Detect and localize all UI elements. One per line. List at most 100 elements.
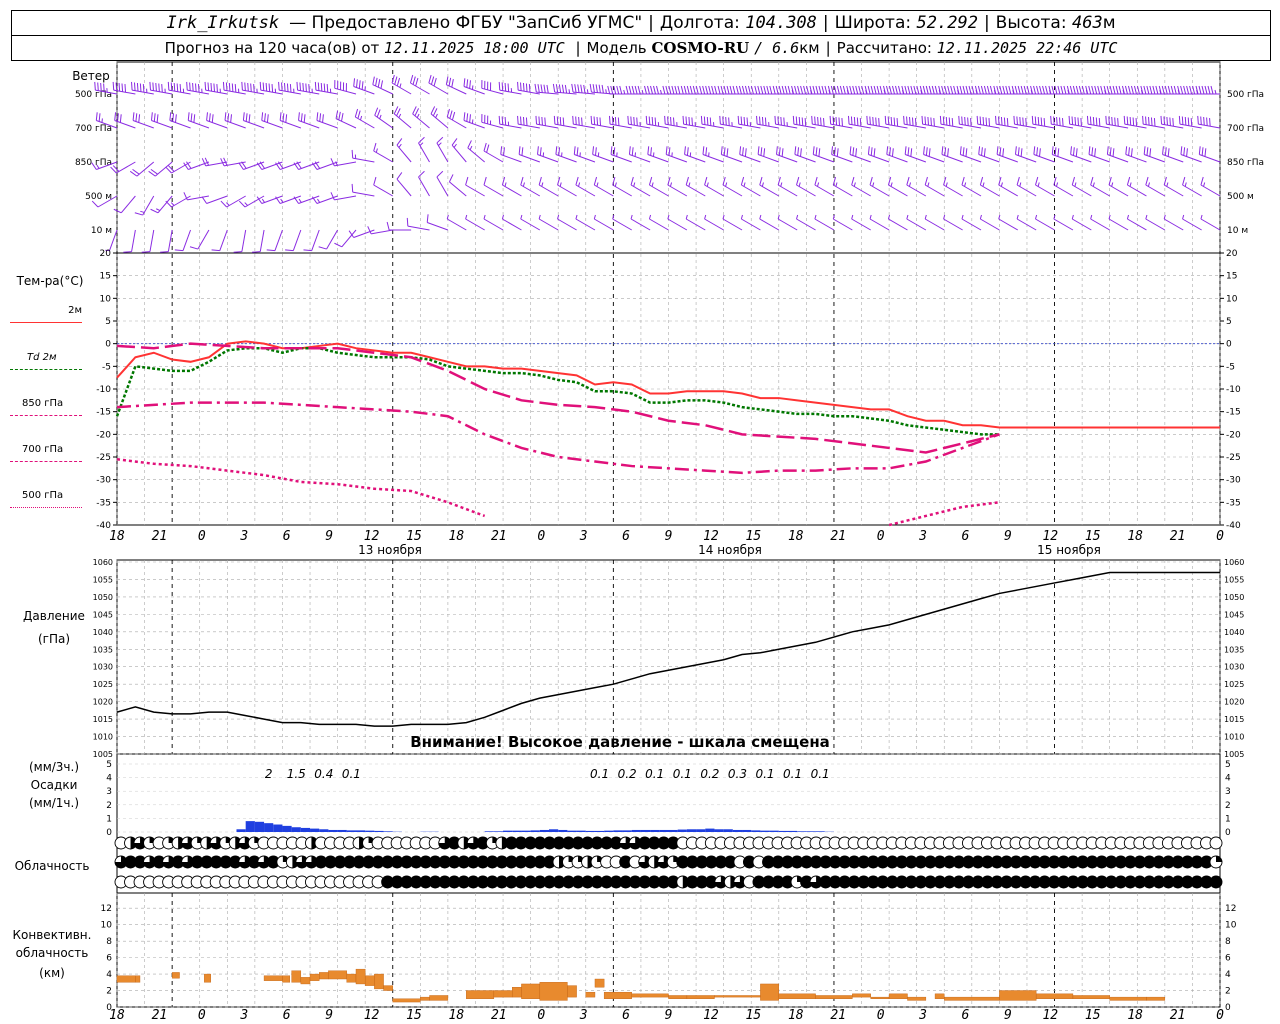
barb-half (704, 214, 707, 220)
barb-staff (334, 87, 357, 95)
cloud-fill (1143, 876, 1156, 888)
cloud-symbol (981, 855, 994, 869)
barb-half (979, 214, 982, 220)
hour-label-bottom: 12 (364, 1008, 380, 1023)
wind-barb (667, 176, 688, 197)
barb-flag (823, 118, 825, 127)
wind-barb (165, 195, 191, 208)
barb-flag (197, 84, 200, 93)
barb-flag (869, 116, 871, 125)
barb-flag (628, 146, 631, 155)
barb-flag (467, 140, 472, 149)
cloud-symbol (1019, 875, 1033, 889)
barb-flag (800, 85, 804, 95)
barb-staff (628, 123, 651, 129)
cloud-symbol (1114, 855, 1128, 869)
barb-flag (1200, 176, 1204, 186)
conv-ytick-right: 10 (1225, 921, 1237, 931)
wind-barb (740, 214, 761, 231)
barb-flag (637, 85, 641, 95)
cloud-fill (714, 856, 727, 868)
barb-staff (575, 184, 596, 197)
barb-flag (1132, 117, 1135, 126)
cloud-fill (581, 837, 594, 849)
wind-barb (418, 170, 430, 197)
wind-barb (275, 195, 302, 204)
wind-barb (979, 176, 1000, 197)
barb-staff (131, 229, 136, 252)
barb-flag (426, 214, 429, 223)
barb-flag (872, 116, 874, 126)
barb-staff (1107, 154, 1129, 163)
cloud-fill (962, 856, 975, 868)
barb-flag (335, 110, 339, 119)
barb-staff (206, 195, 228, 204)
barb-flag (1066, 85, 1070, 95)
barb-flag (997, 116, 1000, 125)
barb-flag (275, 196, 281, 204)
barb-staff (157, 195, 173, 214)
barb-flag (702, 85, 706, 95)
barb-staff (647, 154, 669, 163)
cloud-symbol (638, 875, 652, 889)
barb-half (1129, 182, 1132, 187)
wind-level-label-left: 500 м (85, 192, 112, 202)
barb-flag (1209, 118, 1211, 127)
wind-barb (241, 81, 265, 95)
barb-flag (501, 116, 504, 125)
barb-staff (316, 120, 338, 129)
cloud-fill (1152, 856, 1165, 868)
barb-staff (1053, 184, 1074, 197)
legend-500-line (10, 507, 82, 508)
barb-flag (296, 161, 302, 169)
barb-half (244, 202, 248, 206)
barb-half (943, 214, 946, 220)
barb-flag (910, 85, 914, 95)
cloud-fill (752, 876, 765, 888)
wind-barb (251, 229, 265, 253)
cloud-symbol (495, 855, 509, 869)
conv-title-3: (км) (39, 966, 65, 980)
barb-flag (1063, 85, 1067, 95)
cloud-fill (1200, 876, 1213, 888)
wind-barb (943, 176, 963, 197)
wind-barb (1108, 214, 1129, 231)
barb-flag (1011, 85, 1015, 95)
precip-bar (254, 821, 265, 832)
barb-flag (928, 85, 932, 95)
barb-flag (891, 85, 895, 95)
barb-flag (685, 176, 689, 186)
barb-flag (1198, 85, 1202, 95)
wind-level-label-right: 500 гПа (1227, 90, 1264, 100)
cloud-symbol (514, 855, 528, 869)
barb-staff (1198, 123, 1221, 129)
barb-flag (302, 82, 304, 92)
barb-flag (977, 85, 981, 95)
barb-flag (842, 85, 846, 95)
wind-barb (1200, 176, 1221, 197)
barb-flag (700, 115, 703, 125)
barb-flag (1126, 176, 1131, 186)
barb-staff (502, 218, 522, 231)
cloud-fill (781, 876, 794, 888)
cloud-fill (1019, 876, 1032, 888)
barb-flag (925, 147, 928, 156)
barb-staff (612, 218, 632, 231)
barb-staff (554, 91, 577, 95)
pressure-line (116, 571, 1220, 727)
cloud-fill (819, 856, 832, 868)
cloud-symbol (1028, 875, 1042, 889)
barb-half (335, 161, 338, 166)
hour-label-mid: 0 (537, 529, 545, 544)
cloud-fill (905, 876, 918, 888)
wind-barb (1051, 146, 1074, 163)
barb-flag (1069, 85, 1073, 95)
barb-flag (691, 117, 693, 126)
barb-staff (741, 184, 761, 197)
barb-flag (759, 116, 761, 125)
wind-barb (996, 146, 1018, 163)
wind-barb (463, 78, 485, 95)
barb-half (887, 214, 891, 220)
precip-bar (705, 828, 715, 832)
barb-flag (924, 176, 928, 186)
